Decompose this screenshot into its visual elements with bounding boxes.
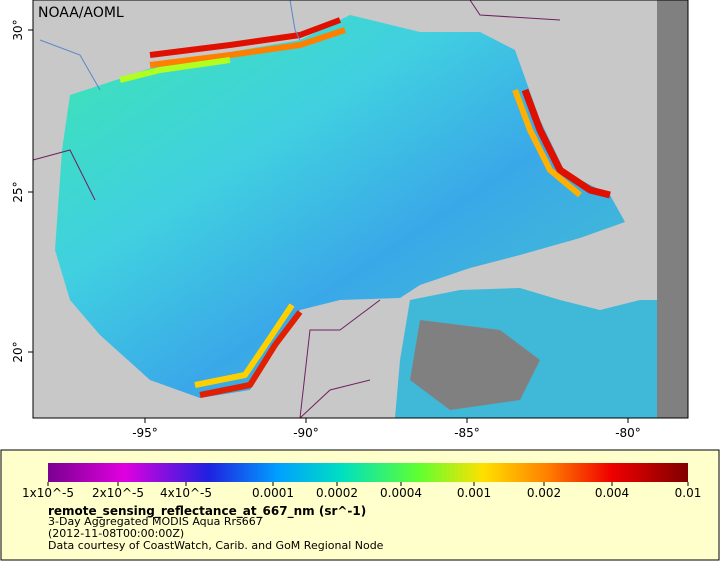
legend: 1x10^-5 2x10^-5 4x10^-5 0.0001 0.0002 0.0004 0… <box>22 482 701 552</box>
lon-label: -95° <box>132 426 158 440</box>
lat-label: 25° <box>11 181 25 202</box>
colorbar-label: 0.0001 <box>252 486 294 500</box>
colorbar-label: 0.004 <box>595 486 629 500</box>
map: NOAA/AOML <box>32 0 689 419</box>
no-data <box>657 0 688 418</box>
credit: NOAA/AOML <box>38 5 124 21</box>
legend-line: 3-Day Aggregated MODIS Aqua Rrs667 <box>48 515 263 528</box>
cloud <box>410 320 540 410</box>
legend-line: (2012-11-08T00:00:00Z) <box>48 527 184 540</box>
lon-label: -80° <box>615 426 641 440</box>
colorbar-label: 4x10^-5 <box>160 486 212 500</box>
variable-name: remote_sensing_reflectance_at_667_nm (sr… <box>48 504 366 519</box>
axes: 30° 25° 20° -95° -90° -85° -80° <box>11 19 641 440</box>
colorbar-label: 0.0004 <box>380 486 422 500</box>
gulf <box>55 15 625 398</box>
borders <box>32 0 561 419</box>
lat-label: 20° <box>11 341 25 362</box>
rivers <box>39 0 301 91</box>
colorbar <box>48 463 688 482</box>
lon-label: -90° <box>293 426 319 440</box>
lon-label: -85° <box>454 426 480 440</box>
coastal-turbidity <box>119 17 611 398</box>
map-frame <box>32 0 689 419</box>
colorbar-label: 1x10^-5 <box>22 486 74 500</box>
colorbar-label: 2x10^-5 <box>92 486 144 500</box>
legend-line: Data courtesy of CoastWatch, Carib. and … <box>48 539 384 552</box>
colorbar-label: 0.001 <box>457 486 491 500</box>
lat-label: 30° <box>11 19 25 40</box>
colorbar-label: 0.01 <box>675 486 702 500</box>
colorbar-label: 0.0002 <box>316 486 358 500</box>
colorbar-label: 0.002 <box>527 486 561 500</box>
